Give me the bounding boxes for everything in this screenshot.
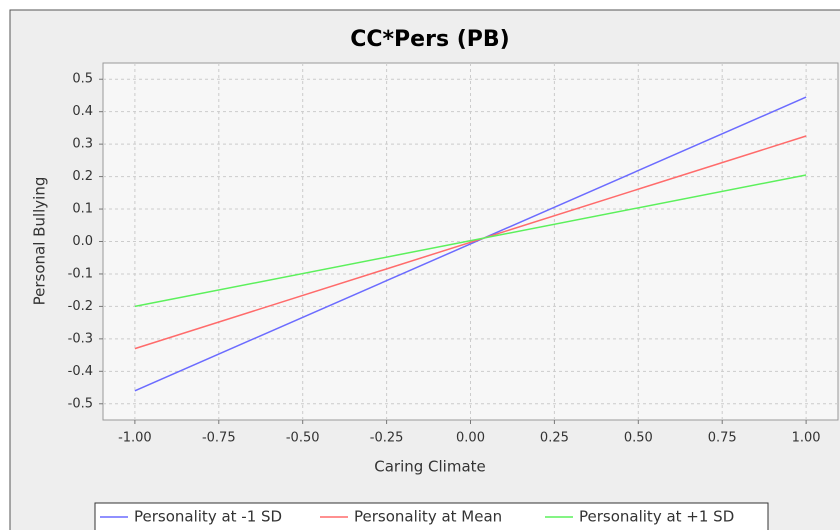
y-tick-label: 0.3 [72, 137, 93, 152]
x-tick-label: -0.75 [202, 431, 236, 446]
y-tick-label: 0.5 [72, 72, 93, 87]
x-tick-label: -1.00 [118, 431, 152, 446]
series-line [134, 174, 807, 308]
series-line [134, 96, 807, 392]
legend-label: Personality at Mean [354, 508, 502, 526]
y-tick-label: 0.4 [72, 104, 93, 119]
y-tick-label: -0.5 [68, 396, 93, 411]
legend-label: Personality at +1 SD [579, 508, 734, 526]
chart-title: CC*Pers (PB) [350, 27, 509, 52]
x-tick-label: -0.25 [370, 431, 404, 446]
y-tick-label: 0.2 [72, 169, 93, 184]
x-tick-label: 0.25 [540, 431, 569, 446]
x-tick-label: 0.50 [624, 431, 653, 446]
y-tick-label: -0.2 [68, 299, 93, 314]
y-tick-label: 0.0 [72, 234, 93, 249]
x-tick-label: 1.00 [792, 431, 821, 446]
x-tick-label: 0.00 [456, 431, 485, 446]
x-axis-label: Caring Climate [374, 458, 486, 476]
x-tick-label: -0.50 [286, 431, 320, 446]
y-tick-label: 0.1 [72, 202, 93, 217]
legend-label: Personality at -1 SD [134, 508, 282, 526]
y-tick-label: -0.4 [68, 364, 93, 379]
series-line [134, 135, 807, 350]
legend [94, 502, 769, 530]
x-tick-label: 0.75 [708, 431, 737, 446]
y-tick-label: -0.1 [68, 266, 93, 281]
y-tick-label: -0.3 [68, 331, 93, 346]
y-axis-label: Personal Bullying [31, 177, 49, 306]
